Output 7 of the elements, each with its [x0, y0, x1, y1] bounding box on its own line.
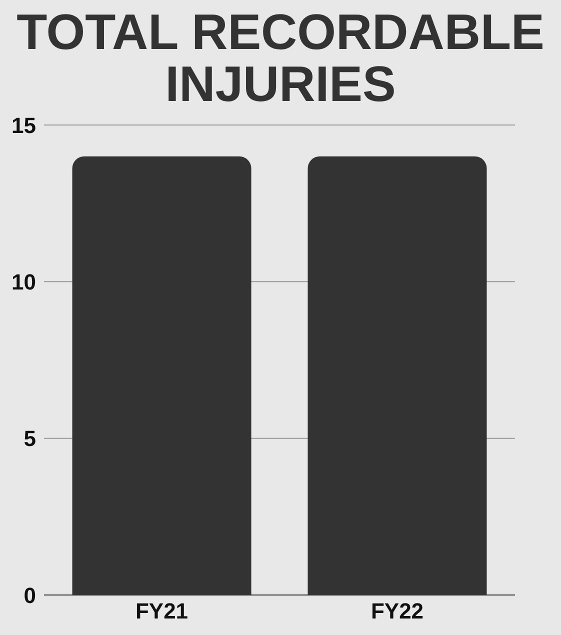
- y-tick-label: 10: [12, 269, 36, 294]
- y-tick-label: 0: [24, 582, 36, 608]
- y-tick-label: 15: [12, 112, 36, 138]
- x-tick-label: FY22: [370, 598, 424, 624]
- y-tick-label: 5: [24, 426, 36, 452]
- chart-title: TOTAL RECORDABLE INJURIES: [16, 4, 544, 112]
- x-tick-label: FY21: [135, 598, 188, 624]
